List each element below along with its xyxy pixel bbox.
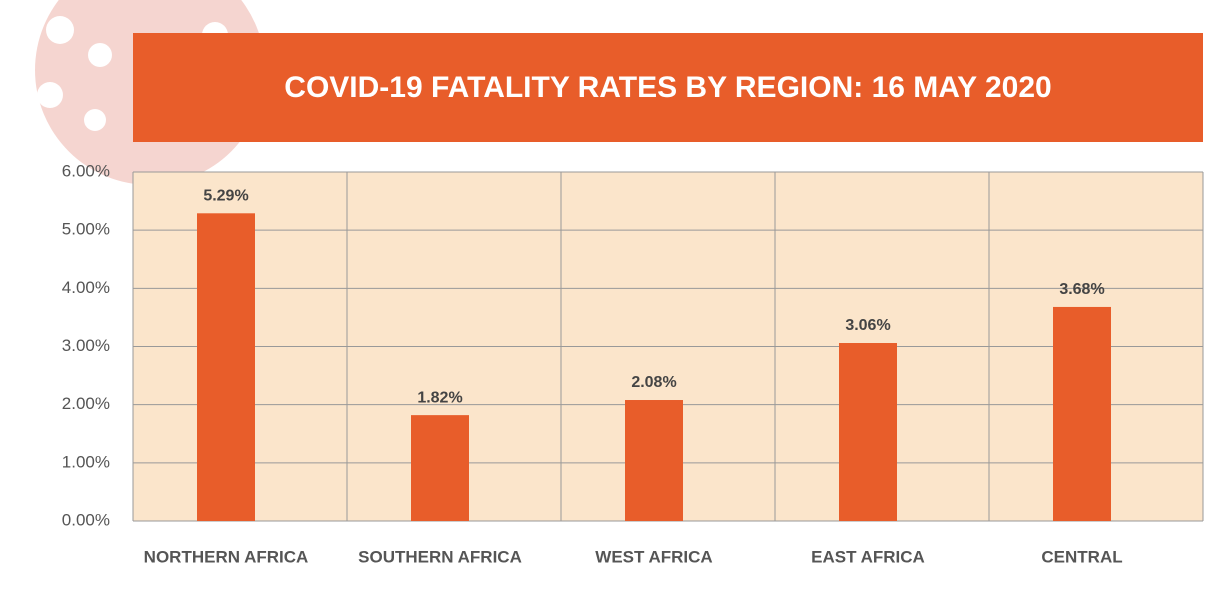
bar: [625, 400, 683, 521]
value-label: 2.08%: [631, 374, 676, 391]
y-tick-label: 0.00%: [62, 510, 110, 529]
chart: COVID-19 FATALITY RATES BY REGION: 16 MA…: [0, 0, 1231, 596]
y-tick-label: 6.00%: [62, 161, 110, 180]
value-label: 5.29%: [203, 188, 248, 205]
y-tick-label: 4.00%: [62, 278, 110, 297]
bar: [839, 343, 897, 521]
x-tick-label: NORTHERN AFRICA: [144, 547, 309, 566]
value-label: 1.82%: [417, 389, 462, 406]
bar: [1053, 307, 1111, 521]
page: {"chart_data": {"type": "bar", "title": …: [0, 0, 1231, 596]
chart-title: COVID-19 FATALITY RATES BY REGION: 16 MA…: [284, 71, 1051, 104]
bar: [197, 213, 255, 521]
x-tick-label: CENTRAL: [1041, 547, 1122, 566]
value-label: 3.68%: [1059, 281, 1104, 298]
value-label: 3.06%: [845, 317, 890, 334]
x-tick-label: EAST AFRICA: [811, 547, 925, 566]
x-tick-label: SOUTHERN AFRICA: [358, 547, 522, 566]
y-tick-label: 1.00%: [62, 452, 110, 471]
bar: [411, 415, 469, 521]
y-tick-label: 3.00%: [62, 336, 110, 355]
x-tick-label: WEST AFRICA: [595, 547, 712, 566]
y-tick-label: 2.00%: [62, 394, 110, 413]
y-tick-label: 5.00%: [62, 220, 110, 239]
